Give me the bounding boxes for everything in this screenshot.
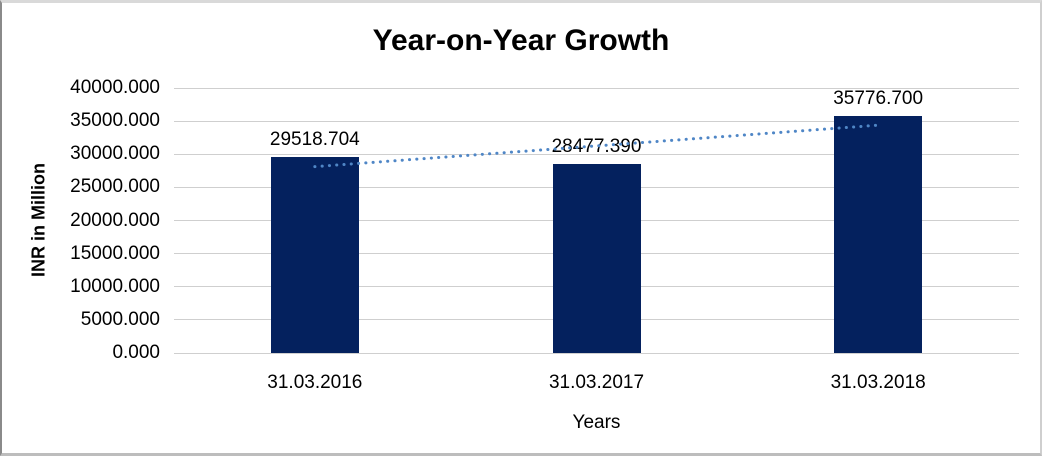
y-axis-tick-label: 10000.000 bbox=[70, 275, 160, 297]
data-label: 28477.390 bbox=[551, 136, 642, 158]
gridline bbox=[174, 352, 1019, 354]
y-axis-tick-label: 15000.000 bbox=[70, 242, 160, 264]
x-axis-tick-label: 31.03.2018 bbox=[830, 372, 926, 393]
y-axis-tick-label: 0.000 bbox=[112, 342, 160, 363]
y-axis-tick-label: 35000.000 bbox=[70, 110, 160, 132]
bar bbox=[552, 164, 641, 353]
x-axis-tick-label: 31.03.2017 bbox=[548, 372, 645, 393]
y-axis-tick-label: 40000.000 bbox=[70, 77, 160, 98]
y-axis-tick-label: 25000.000 bbox=[70, 176, 160, 198]
gridline bbox=[174, 87, 1019, 89]
chart-title: Year-on-Year Growth bbox=[372, 24, 670, 57]
data-label: 35776.700 bbox=[833, 87, 924, 109]
data-label: 29518.704 bbox=[269, 129, 360, 151]
gridline bbox=[174, 120, 1019, 122]
x-axis-tick-label: 31.03.2016 bbox=[267, 372, 363, 393]
y-axis-tick-label: 30000.000 bbox=[70, 143, 160, 165]
y-axis-tick-label: 20000.000 bbox=[70, 209, 160, 231]
bar bbox=[270, 157, 359, 353]
x-axis-title: Years bbox=[572, 412, 621, 433]
y-axis-tick-label: 5000.000 bbox=[80, 308, 160, 330]
bar bbox=[834, 115, 923, 353]
